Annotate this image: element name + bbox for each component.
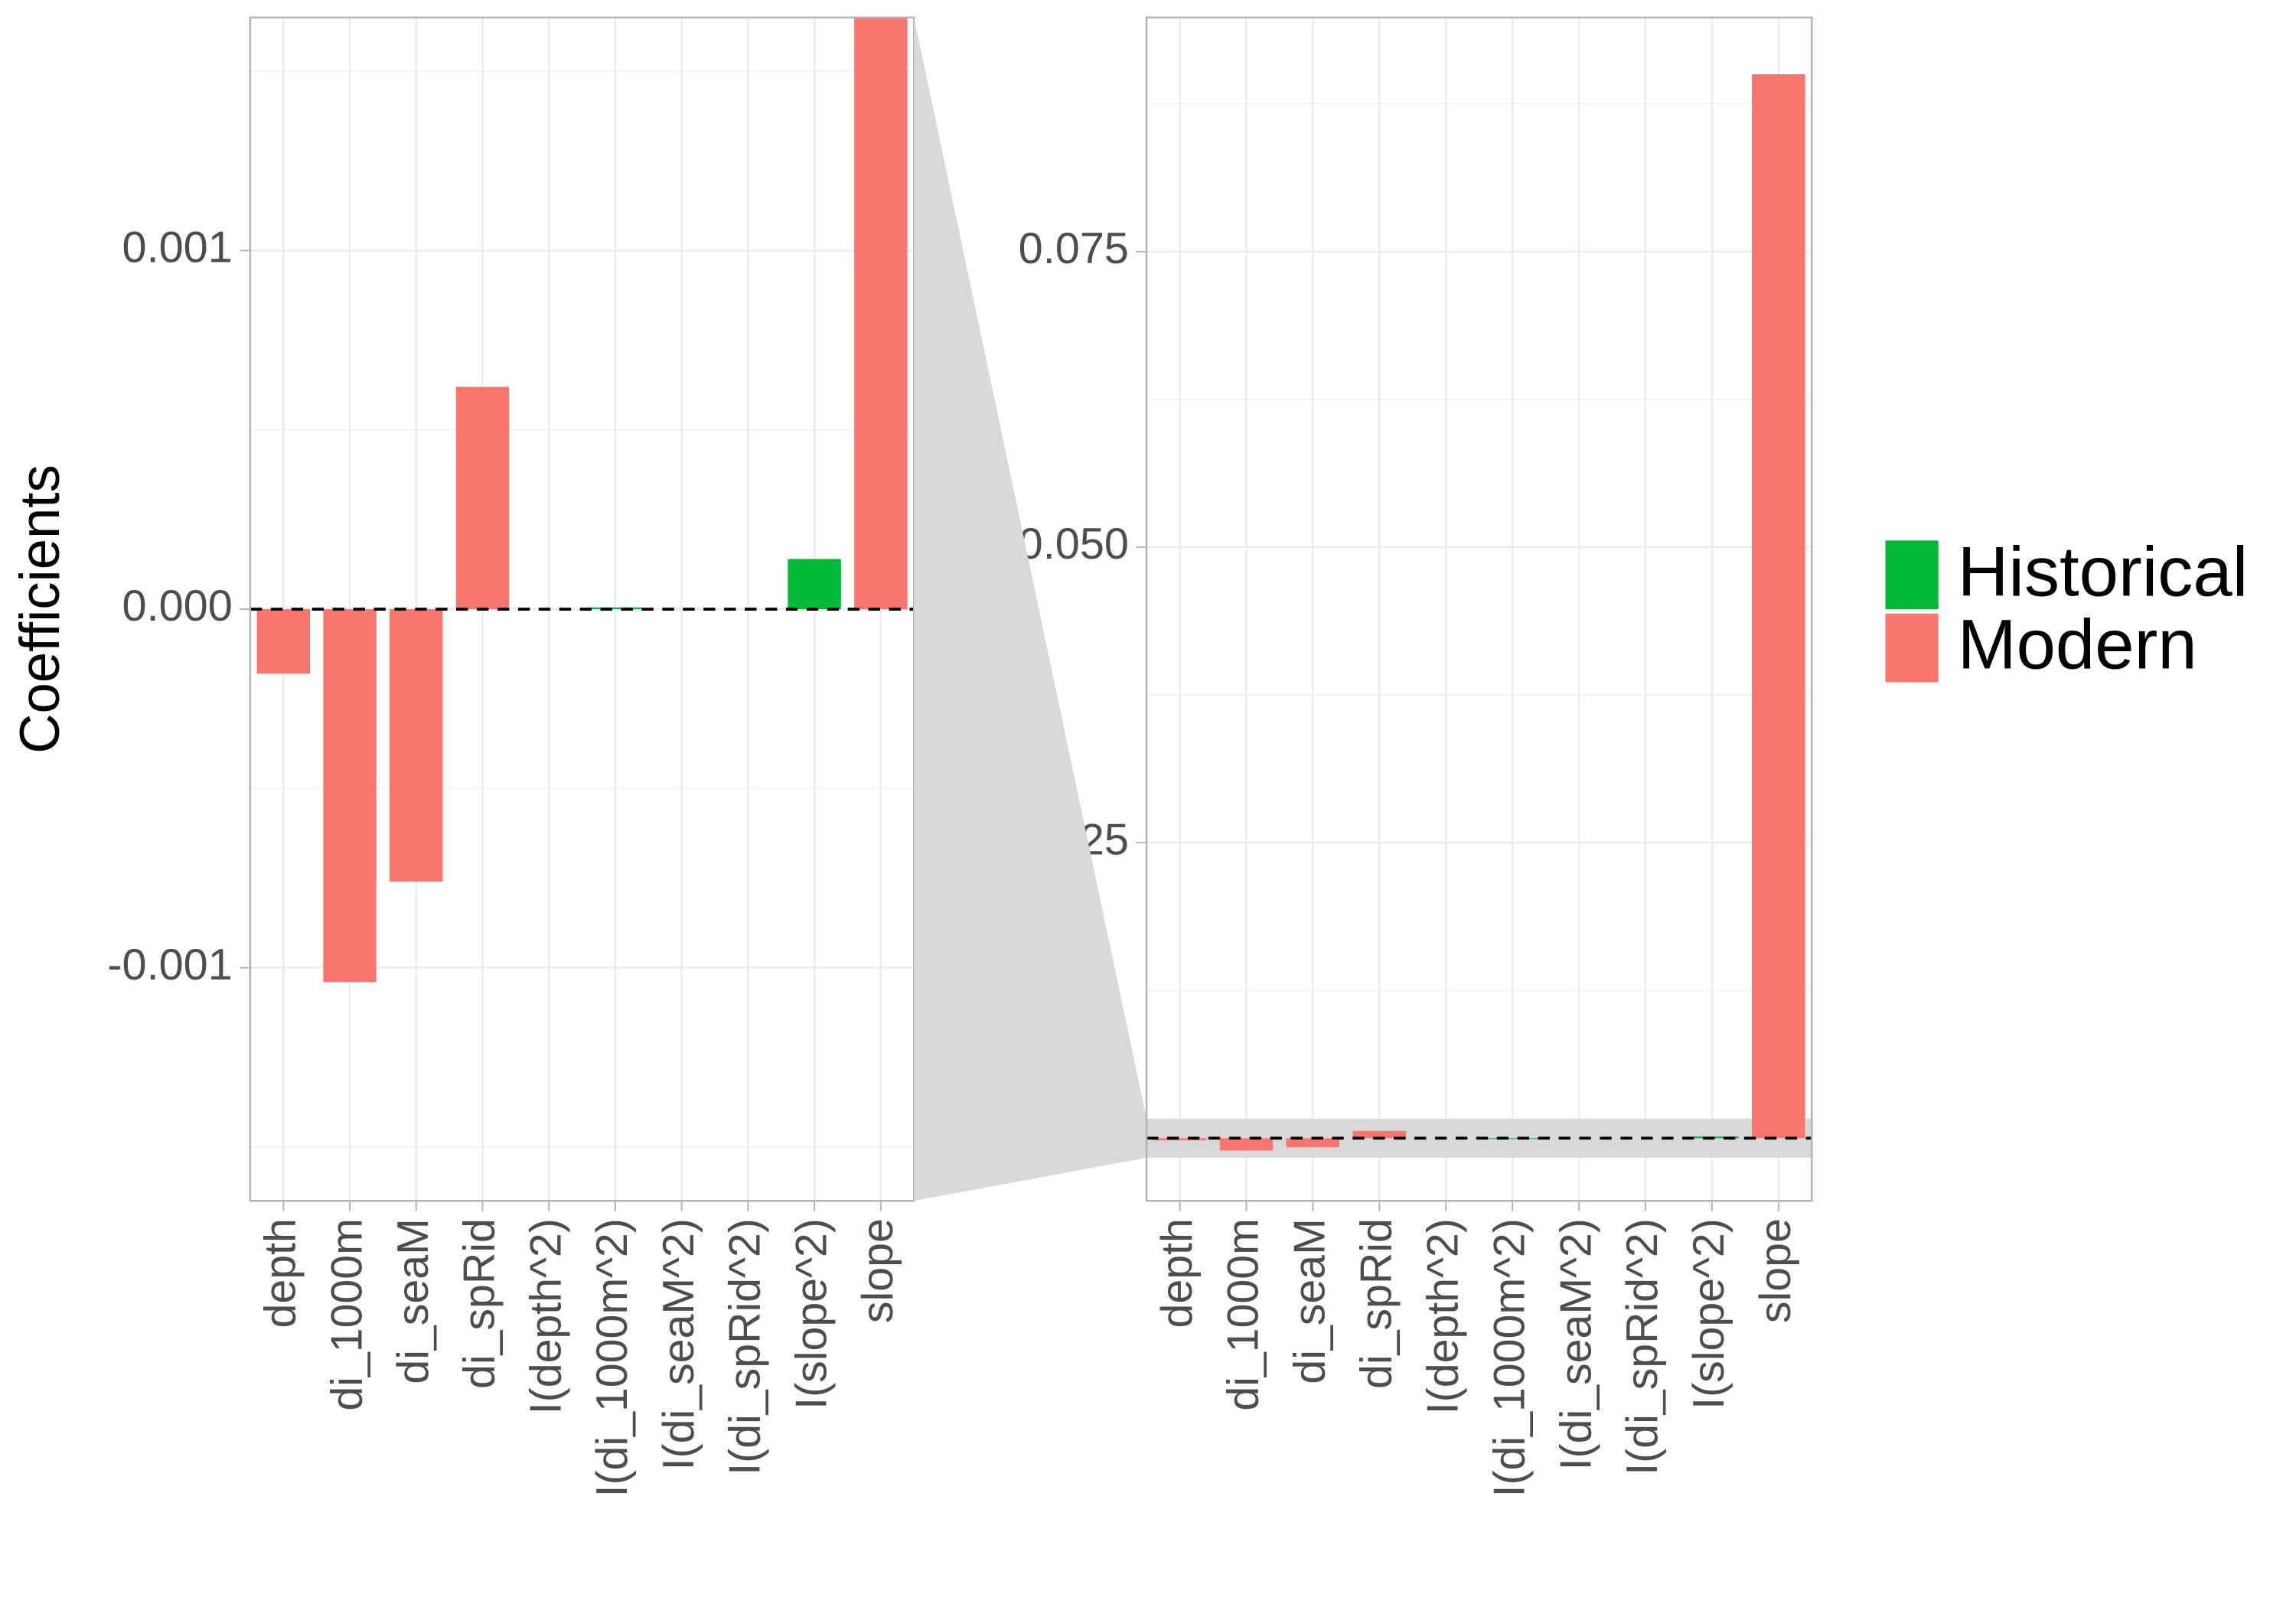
bar xyxy=(455,386,510,610)
bar xyxy=(1486,1138,1539,1139)
bar xyxy=(1153,1138,1207,1141)
panel-border xyxy=(1145,16,1813,1202)
y-tick-label: 0.000 xyxy=(122,582,233,631)
x-tick-label: depth xyxy=(1153,1218,1202,1328)
legend-key xyxy=(1885,613,1939,683)
x-tick-label: I(di_spRid^2) xyxy=(1618,1218,1667,1475)
x-tick-label: slope xyxy=(1751,1218,1800,1323)
x-tick-label: depth xyxy=(256,1218,305,1328)
bar xyxy=(1286,1138,1340,1148)
bar xyxy=(323,609,377,983)
x-tick-label: di_1000m xyxy=(1219,1218,1268,1410)
legend-label: Historical xyxy=(1958,533,2249,611)
y-tick-label: 0.050 xyxy=(1019,520,1129,569)
bar xyxy=(589,607,642,610)
x-tick-label: I(depth^2) xyxy=(521,1218,570,1414)
x-tick-label: I(di_1000m^2) xyxy=(1485,1218,1534,1497)
y-tick-label: -0.001 xyxy=(107,940,233,989)
legend-key xyxy=(1885,540,1939,610)
x-tick-label: I(slope^2) xyxy=(787,1218,836,1410)
x-tick-label: di_1000m xyxy=(322,1218,371,1410)
x-tick-label: I(di_seaM^2) xyxy=(654,1218,703,1470)
x-tick-label: di_spRid xyxy=(1352,1218,1401,1389)
y-tick-label: 0.001 xyxy=(122,223,233,272)
bar xyxy=(1219,1138,1274,1151)
x-tick-label: di_spRid xyxy=(455,1218,504,1389)
x-tick-label: slope xyxy=(853,1218,902,1323)
x-tick-label: I(slope^2) xyxy=(1684,1218,1733,1410)
bar xyxy=(1352,1130,1407,1139)
x-tick-label: I(di_spRid^2) xyxy=(720,1218,769,1475)
y-axis-title: Coefficients xyxy=(9,464,71,754)
x-tick-label: I(di_seaM^2) xyxy=(1551,1218,1600,1470)
zoom-connector xyxy=(914,17,1147,1201)
x-tick-label: I(di_1000m^2) xyxy=(588,1218,637,1497)
x-tick-label: I(depth^2) xyxy=(1418,1218,1467,1414)
bar xyxy=(788,559,841,610)
bar xyxy=(256,609,310,674)
plot-area xyxy=(1153,74,1805,1151)
legend-label: Modern xyxy=(1958,606,2197,684)
x-tick-label: di_seaM xyxy=(1285,1218,1334,1384)
bar xyxy=(854,17,908,610)
bar xyxy=(390,609,443,882)
bar xyxy=(1752,74,1805,1139)
plot-area xyxy=(256,17,908,983)
x-tick-label: di_seaM xyxy=(389,1218,438,1384)
y-tick-label: 0.075 xyxy=(1019,224,1129,273)
